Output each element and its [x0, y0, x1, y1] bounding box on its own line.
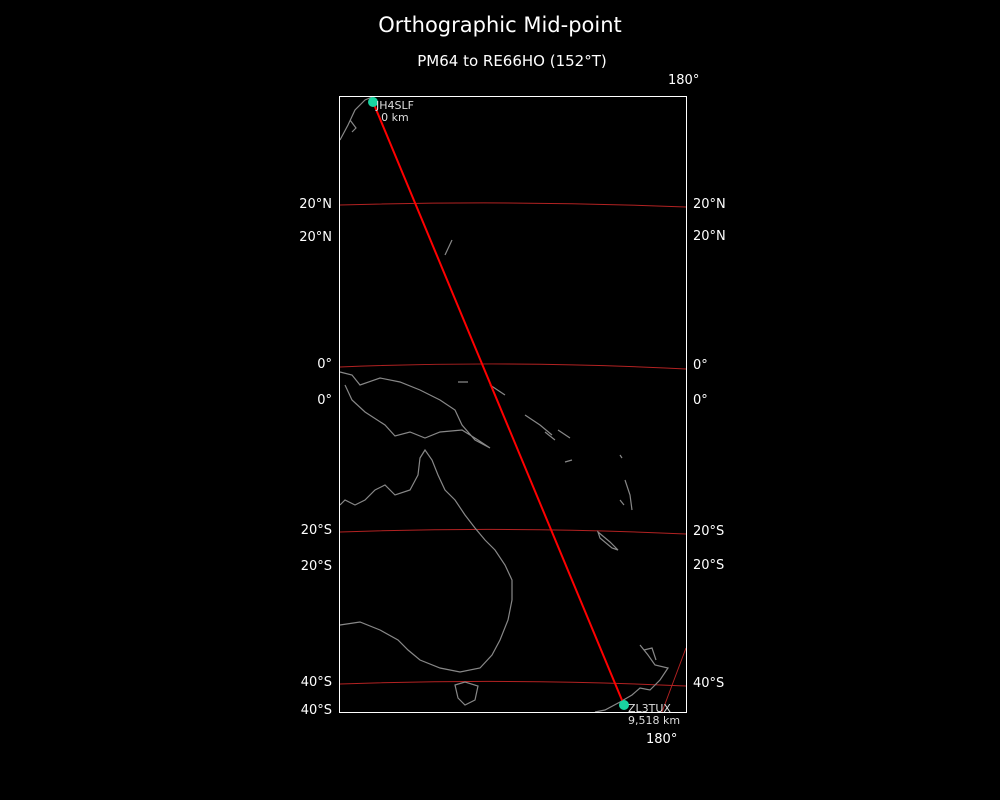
lat-label-right: 0°: [693, 393, 708, 408]
coast-new-guinea: [339, 371, 491, 449]
lat-label-left: 20°N: [299, 230, 332, 245]
parallel-20n: [339, 202, 687, 208]
parallel-0: [339, 363, 687, 370]
station-distance: 9,518 km: [628, 714, 681, 727]
station-distance: 0 km: [381, 111, 409, 124]
lat-label-right: 0°: [693, 358, 708, 373]
lat-label-right: 20°N: [693, 229, 726, 244]
parallel-20s: [339, 528, 687, 535]
station-label-start: JH4SLF 0 km: [376, 100, 414, 124]
graticule: [339, 202, 687, 713]
coast-japan: [339, 96, 373, 141]
coast-solomons: [524, 414, 571, 441]
map-subtitle: PM64 to RE66HO (152°T): [417, 52, 607, 70]
station-marker-start: [368, 97, 378, 107]
coast-tasmania: [454, 681, 479, 706]
station-call: ZL3TUX: [628, 702, 671, 715]
coast-new-caledonia: [596, 530, 619, 551]
great-circle-path: [372, 101, 625, 706]
station-call: JH4SLF: [376, 99, 414, 112]
lat-label-left: 0°: [317, 357, 332, 372]
coast-new-zealand: [594, 644, 669, 713]
lon-label-bottom: 180°: [646, 732, 678, 747]
lat-label-left: 20°S: [300, 559, 332, 574]
lat-label-right: 20°S: [693, 558, 725, 573]
map-frame: [339, 96, 687, 713]
meridian-180: [661, 647, 687, 713]
lat-label-right: 20°N: [693, 197, 726, 212]
map-title: Orthographic Mid-point: [378, 13, 622, 37]
coast-australia: [339, 448, 513, 673]
coastlines: [339, 96, 669, 713]
lat-label-left: 20°S: [300, 523, 332, 538]
station-marker-end: [619, 700, 629, 710]
lat-label-right: 20°S: [693, 524, 725, 539]
lat-label-right: 40°S: [693, 676, 725, 691]
station-label-end: ZL3TUX 9,518 km: [628, 703, 680, 727]
coast-vanuatu: [619, 479, 633, 511]
lon-label-top: 180°: [668, 73, 700, 88]
lat-label-left: 0°: [317, 393, 332, 408]
lat-label-left: 40°S: [300, 703, 332, 718]
coast-islands: [444, 239, 623, 463]
lat-label-left: 20°N: [299, 197, 332, 212]
parallel-40s: [339, 680, 687, 687]
lat-label-left: 40°S: [300, 675, 332, 690]
